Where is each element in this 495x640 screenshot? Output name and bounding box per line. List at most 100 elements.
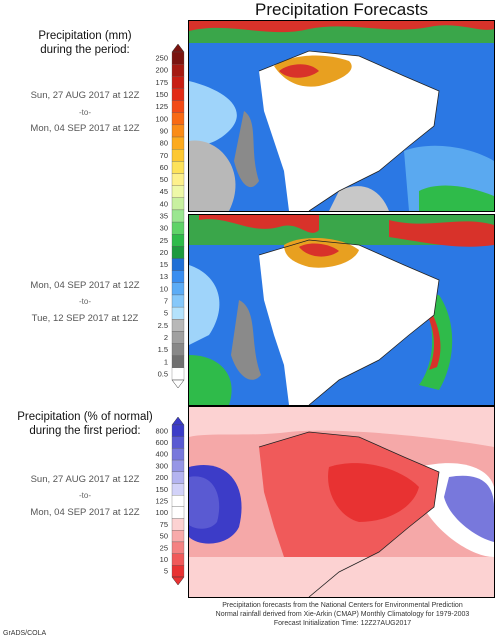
precip-mm-heading-line1: Precipitation (mm) [38, 30, 132, 42]
period1-sep: -to- [79, 108, 91, 117]
colorbar-mm-label: 60 [160, 163, 168, 172]
precip-mm-heading: Precipitation (mm) during the period: [0, 29, 170, 57]
colorbar-mm-label: 20 [160, 248, 168, 257]
colorbar-pct-swatch [171, 553, 185, 566]
footer-line1: Precipitation forecasts from the Nationa… [222, 602, 463, 609]
colorbar-mm-swatch [171, 149, 185, 162]
colorbar-mm-arrow-bottom [171, 379, 185, 389]
colorbar-pct-swatch [171, 565, 185, 578]
colorbar-mm-swatch [171, 282, 185, 296]
colorbar-pct-swatch [171, 459, 185, 472]
map-forecast-period1 [188, 20, 495, 212]
colorbar-mm-label: 5 [164, 309, 168, 318]
colorbar-pct-swatch [171, 436, 185, 449]
colorbar-mm-label: 2 [164, 333, 168, 342]
colorbar-mm-swatch [171, 124, 185, 138]
colorbar-mm-label: 100 [155, 114, 168, 123]
colorbar-pct: 800 600 400 300 200 150 125 100 75 50 25 10 5 [142, 415, 190, 587]
colorbar-pct-label: 25 [160, 543, 168, 552]
footer-line3: Forecast Initialization Time: 12Z27AUG20… [273, 620, 412, 627]
precip-mm-heading-line2: during the period: [40, 44, 130, 56]
colorbar-mm-swatch [171, 221, 185, 235]
colorbar-mm-swatch [171, 136, 185, 150]
colorbar-mm-swatch [171, 185, 185, 198]
colorbar-pct-label: 150 [155, 485, 168, 494]
colorbar-mm-label: 35 [160, 212, 168, 221]
colorbar-pct-label: 200 [155, 473, 168, 482]
colorbar-mm-label: 13 [160, 272, 168, 281]
colorbar-mm-svg: 2502001751501251009080706050454035302520… [155, 43, 185, 389]
colorbar-mm-label: 200 [155, 66, 168, 75]
colorbar-pct-swatch [171, 483, 185, 496]
colorbar-pct-label: 800 [155, 426, 168, 435]
colorbar-pct-label: 400 [155, 450, 168, 459]
colorbar-mm-swatch [171, 209, 185, 223]
colorbar-pct-swatch [171, 541, 185, 554]
colorbar-pct-svg: 800 600 400 300 200 150 125 100 75 50 25 10 5 [155, 416, 185, 586]
colorbar-mm-label: 1 [164, 357, 168, 366]
colorbar-mm-label: 40 [160, 199, 168, 208]
period2-end: Tue, 12 SEP 2017 at 12Z [31, 313, 139, 324]
colorbar-mm-swatch [171, 173, 185, 186]
footer-note: Precipitation forecasts from the Nationa… [190, 601, 495, 628]
period1-end: Mon, 04 SEP 2017 at 12Z [30, 123, 140, 134]
colorbar-mm-label: 150 [155, 90, 168, 99]
colorbar-mm-swatch [171, 197, 185, 211]
period2-start: Mon, 04 SEP 2017 at 12Z [30, 280, 140, 291]
colorbar-mm-label: 45 [160, 187, 168, 196]
colorbar-mm-label: 250 [155, 54, 168, 63]
colorbar-mm-label: 0.5 [158, 369, 168, 378]
colorbar-pct-label: 125 [155, 497, 168, 506]
colorbar-mm-label: 2.5 [158, 321, 168, 330]
colorbar-mm-swatch [171, 51, 185, 65]
colorbar-pct-label: 10 [160, 555, 168, 564]
precip-pct-heading-line2: during the first period: [29, 425, 141, 437]
colorbar-mm-label: 175 [155, 78, 168, 87]
period1-start: Sun, 27 AUG 2017 at 12Z [30, 90, 140, 101]
colorbar-mm-label: 50 [160, 175, 168, 184]
period2-sep: -to- [79, 297, 91, 306]
colorbar-pct-swatch [171, 506, 185, 519]
period3-start: Sun, 27 AUG 2017 at 12Z [30, 474, 140, 485]
colorbar-mm-label: 10 [160, 284, 168, 293]
colorbar-mm-label: 70 [160, 151, 168, 160]
colorbar-mm-label: 25 [160, 236, 168, 245]
colorbar-pct-label: 75 [160, 520, 168, 529]
colorbar-pct-label: 5 [164, 567, 168, 576]
colorbar-pct-swatch [171, 495, 185, 507]
map-forecast-period2 [188, 214, 495, 406]
colorbar-pct-label: 100 [155, 508, 168, 517]
period3-end: Mon, 04 SEP 2017 at 12Z [30, 507, 140, 518]
colorbar-mm-swatch [171, 112, 185, 126]
colorbar-mm-swatch [171, 100, 185, 113]
colorbar-mm-swatch [171, 258, 185, 271]
colorbar-mm-swatch [171, 319, 185, 332]
credit-label: GrADS/COLA [3, 630, 47, 637]
colorbar-pct-label: 50 [160, 532, 168, 541]
colorbar-mm-swatch [171, 306, 185, 320]
colorbar-mm-label: 125 [155, 102, 168, 111]
precip-pct-heading-line1: Precipitation (% of normal) [17, 411, 153, 423]
colorbar-mm-label: 90 [160, 126, 168, 135]
map-percent-normal [188, 406, 495, 598]
colorbar-pct-arrow-top [171, 416, 185, 426]
colorbar-mm-label: 7 [164, 297, 168, 306]
colorbar-pct-arrow-bottom [171, 576, 185, 586]
colorbar-mm-label: 15 [160, 260, 168, 269]
colorbar-mm-label: 80 [160, 139, 168, 148]
colorbar-pct-swatch [171, 471, 185, 484]
period3-sep: -to- [79, 491, 91, 500]
precip-pct-heading: Precipitation (% of normal) during the f… [0, 410, 170, 438]
colorbar-mm-swatch [171, 88, 185, 101]
colorbar-pct-label: 600 [155, 438, 168, 447]
colorbar-pct-swatch [171, 448, 185, 461]
colorbar-mm-swatch [171, 161, 185, 174]
colorbar-mm-swatch [171, 343, 185, 356]
colorbar-mm-swatch [171, 246, 185, 259]
colorbar-mm: 250 200 175 150 125 100 90 80 70 60 50 45 40 35 30 25 20… [142, 42, 190, 390]
colorbar-mm-swatch [171, 294, 185, 308]
colorbar-mm-label: 1.5 [158, 345, 168, 354]
colorbar-mm-swatch [171, 234, 185, 247]
colorbar-pct-swatch [171, 518, 185, 531]
footer-line2: Normal rainfall derived from Xie-Arkin (… [215, 611, 470, 618]
